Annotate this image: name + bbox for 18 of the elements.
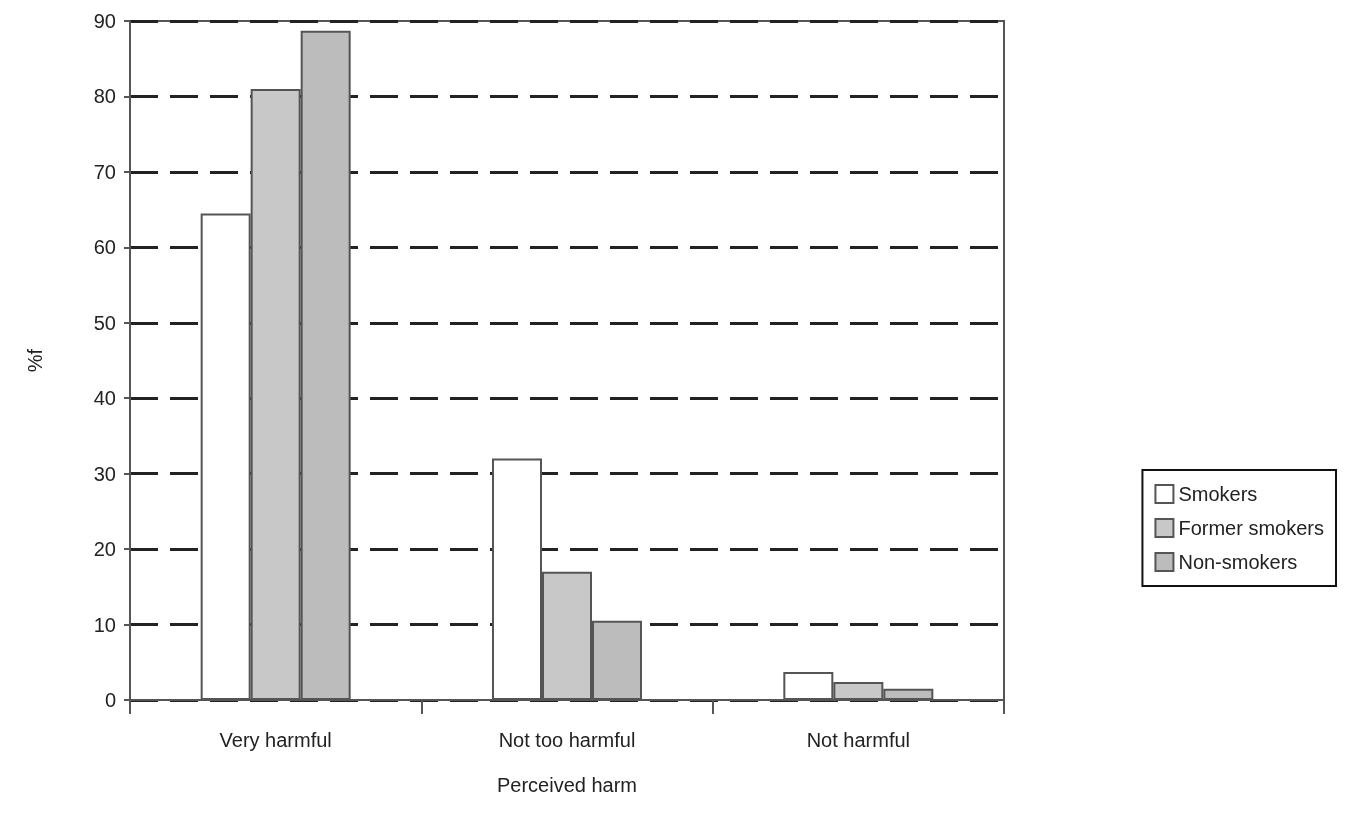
y-tick-label: 30 xyxy=(93,462,116,485)
y-tick-label: 20 xyxy=(93,538,116,561)
y-tick-label: 40 xyxy=(93,387,116,410)
x-tick-label: Not too harmful xyxy=(498,729,636,751)
y-tick-label: 0 xyxy=(104,689,116,711)
y-tick-label: 10 xyxy=(93,613,116,636)
y-tick-label: 80 xyxy=(93,85,116,108)
y-tick-label: 50 xyxy=(93,311,116,334)
x-tick-label: Very harmful xyxy=(219,729,332,751)
y-tick-label: 60 xyxy=(93,236,116,259)
legend-label: Non-smokers xyxy=(1178,551,1298,573)
y-tick-label: 70 xyxy=(93,160,116,183)
legend-label: Former smokers xyxy=(1178,517,1325,539)
legend-label: Smokers xyxy=(1178,483,1258,505)
x-axis-title: Perceived harm xyxy=(496,774,638,796)
x-tick-label: Not harmful xyxy=(806,729,911,751)
y-axis-title: %f xyxy=(24,348,46,373)
y-tick-label: 90 xyxy=(93,10,116,32)
